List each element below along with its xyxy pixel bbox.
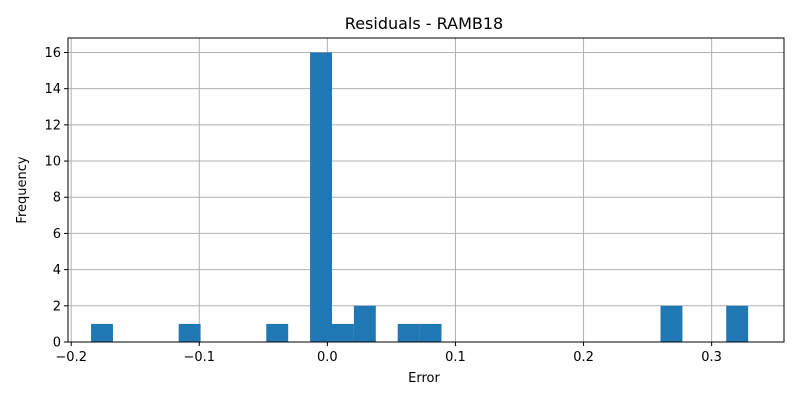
y-tick-label: 0	[53, 336, 61, 351]
histogram-bar	[726, 305, 749, 342]
histogram-bar	[310, 52, 332, 342]
x-tick-label: 0.2	[573, 350, 594, 365]
histogram-bar	[397, 323, 420, 342]
y-tick-label: 16	[44, 46, 61, 61]
y-tick-label: 2	[53, 299, 61, 314]
histogram-bar	[353, 305, 376, 342]
histogram-bar	[178, 323, 201, 342]
chart-title: Residuals - RAMB18	[345, 14, 503, 33]
axis-ticks: −0.2 −0.1 0.0 0.1 0.2 0.3 0 2 4 6 8 10 12 14 16	[44, 46, 722, 365]
y-tick-label: 4	[53, 263, 61, 278]
x-tick-label: 0.3	[701, 350, 722, 365]
y-axis-label: Frequency	[15, 156, 30, 223]
x-tick-label: −0.2	[55, 350, 87, 365]
y-tick-label: 14	[44, 82, 61, 97]
histogram-bars	[91, 52, 749, 342]
histogram-bar	[660, 305, 683, 342]
y-tick-label: 8	[53, 191, 61, 206]
x-tick-label: −0.1	[183, 350, 215, 365]
y-tick-label: 12	[44, 118, 61, 133]
y-tick-label: 6	[53, 227, 61, 242]
histogram-bar	[91, 323, 113, 342]
x-tick-label: 0.0	[317, 350, 338, 365]
plot-frame	[67, 37, 785, 343]
x-tick-label: 0.1	[445, 350, 466, 365]
y-tick-label: 10	[44, 155, 61, 170]
histogram-bar	[266, 323, 289, 342]
histogram-bar	[331, 323, 354, 342]
x-axis-label: Error	[408, 371, 440, 386]
histogram-bar	[419, 323, 442, 342]
